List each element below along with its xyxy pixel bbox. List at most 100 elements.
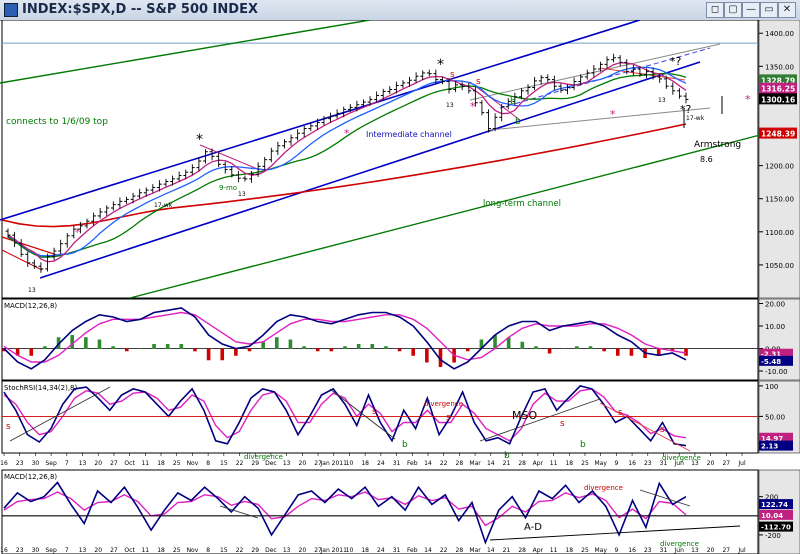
histogram-bar (588, 346, 593, 349)
x-tick-label: 11 (141, 460, 149, 467)
x-tick-label: 18 (565, 547, 573, 554)
y-tick-label: 1200.00 (765, 163, 794, 171)
value-label: -2.31 (761, 351, 781, 359)
x-tick-label: 11 (141, 547, 149, 554)
x-tick-label: 22 (236, 460, 244, 467)
price-annotation: * (344, 127, 350, 140)
maximize-button[interactable]: ▭ (760, 2, 778, 18)
value-label-box (759, 348, 793, 359)
x-tick-label: Nov (187, 460, 199, 467)
axis-strip (758, 20, 800, 299)
trend-line (639, 489, 691, 507)
histogram-bar (70, 335, 74, 349)
trend-line (469, 81, 521, 121)
ad-annotation: divergence (584, 484, 623, 492)
x-tick-label: Oct (124, 460, 135, 467)
x-tick-label: 27 (314, 460, 322, 467)
price-annotation: 13 (446, 102, 454, 109)
histogram-bar (124, 348, 129, 352)
long-term-channel-lower (129, 134, 761, 299)
price-annotation: s (450, 70, 455, 80)
x-tick-label: 25 (581, 460, 589, 467)
histogram-bar (97, 339, 102, 349)
x-tick-label: 18 (361, 460, 369, 467)
value-label-box (759, 509, 793, 520)
trend-line (199, 144, 261, 171)
price-annotation: Intermediate channel (366, 130, 452, 139)
x-tick-label: 20 (707, 460, 715, 467)
price-annotation: 17-wk (686, 115, 705, 122)
histogram-bar (479, 339, 484, 349)
x-tick-label: Mar (469, 547, 481, 554)
y-tick-label: 100 (765, 383, 778, 391)
histogram-bar (315, 348, 320, 352)
blue-moving-average (7, 66, 687, 257)
x-tick-label: 13 (691, 460, 699, 467)
x-tick-label: 20 (299, 547, 307, 554)
histogram-bar (425, 348, 429, 363)
y-tick-label: 50.00 (765, 413, 785, 421)
price-annotation: long-term channel (483, 199, 561, 209)
y-tick-label: 200 (765, 494, 778, 502)
window-title: INDEX:$SPX,D -- S&P 500 INDEX (22, 2, 258, 17)
histogram-bar (670, 348, 675, 352)
price-annotation: 8.6 (700, 155, 713, 164)
x-tick-label: 13 (79, 547, 87, 554)
tile-icon[interactable]: ▢ (724, 2, 742, 18)
close-button[interactable]: ✕ (778, 2, 796, 18)
stoch-annotation: s (618, 408, 623, 418)
x-tick-label: Jul (737, 460, 746, 467)
histogram-bar (629, 348, 634, 356)
x-tick-label: 11 (550, 460, 558, 467)
price-annotation: 13 (658, 97, 666, 104)
histogram-bar (138, 348, 143, 349)
histogram-bar (84, 337, 88, 349)
histogram-bar (343, 346, 347, 349)
trend-line (479, 398, 601, 442)
histogram-bar (656, 348, 661, 356)
price-annotation: connects to 1/6/09 top (6, 117, 108, 127)
value-label-box (759, 432, 793, 443)
price-annotation: s (476, 77, 481, 87)
histogram-bar (602, 348, 606, 352)
x-tick-label: 20 (707, 547, 715, 554)
signal-line (3, 491, 687, 527)
x-tick-label: 23 (16, 460, 24, 467)
title-bar: INDEX:$SPX,D -- S&P 500 INDEX ◻ ▢ — ▭ ✕ (0, 0, 800, 21)
histogram-bar (465, 348, 470, 352)
x-tick-label: Dec (265, 547, 277, 554)
price-label: 1300.16 (761, 95, 795, 104)
price-label-box (759, 74, 797, 86)
x-tick-label: May (594, 547, 607, 554)
x-tick-label: 16 (628, 460, 636, 467)
x-tick-label: Jan 2011 (320, 547, 348, 554)
price-label: 1248.39 (761, 130, 795, 139)
histogram-bar (329, 348, 334, 352)
minimize-button[interactable]: — (742, 2, 760, 18)
histogram-bar (506, 337, 511, 349)
x-tick-label: 31 (393, 460, 401, 467)
price-annotation: 17-wk (154, 202, 173, 209)
stoch-annotation: b (504, 451, 510, 461)
x-tick-label: Jun (674, 547, 685, 554)
trend-line (1, 236, 61, 257)
y-tick-label: 1050.00 (765, 262, 794, 270)
trend-line (329, 388, 396, 440)
x-tick-label: 27 (110, 460, 118, 467)
y-tick-label: 1100.00 (765, 229, 794, 237)
x-tick-label: 31 (393, 547, 401, 554)
pane-label: MACD(12,26,8) (4, 473, 57, 481)
restore-icon[interactable]: ◻ (706, 2, 724, 18)
trend-line (219, 505, 259, 519)
trend-line (9, 386, 111, 442)
pane-frame (1, 20, 759, 299)
histogram-bar (261, 341, 265, 349)
oscillator-line (3, 307, 687, 370)
x-tick-label: 28 (456, 460, 464, 467)
pane-label: StochRSI(14,34(2),8) (4, 384, 77, 392)
y-tick-label: -200 (765, 532, 781, 540)
y-tick-label: 10.00 (765, 323, 785, 331)
x-tick-label: 10 (346, 547, 354, 554)
histogram-bar (534, 346, 538, 349)
histogram-bar (561, 348, 566, 349)
